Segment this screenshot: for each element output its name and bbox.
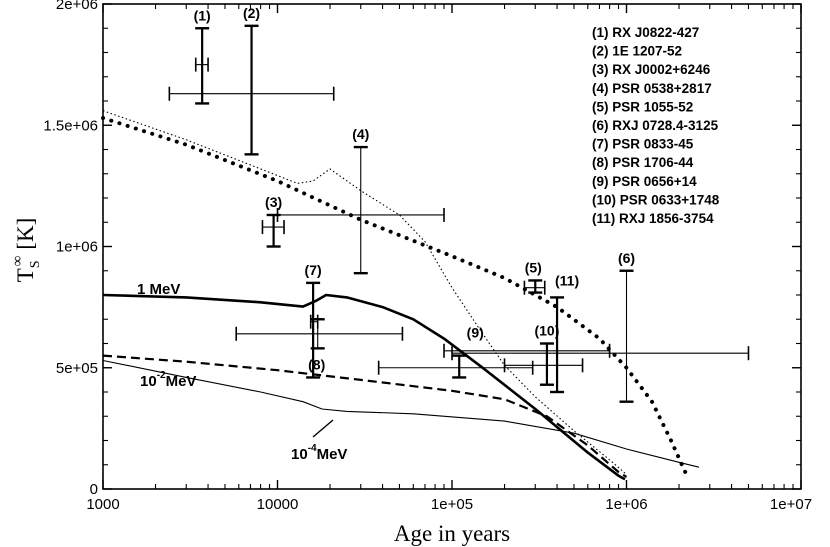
y-axis-title-subscript: S [28, 260, 43, 268]
x-tick-label: 10000 [257, 496, 299, 513]
data-point-label: (11) [555, 272, 579, 288]
y-tick-label: 0 [90, 481, 98, 498]
y-axis-title-symbol: T [13, 268, 38, 282]
legend-entry: (8) PSR 1706-44 [592, 155, 694, 170]
data-point-label: (10) [534, 323, 559, 339]
curve-label-1mev: 1 MeV [137, 281, 180, 298]
y-tick-label: 1e+06 [56, 239, 98, 256]
data-point-label: (5) [525, 259, 542, 275]
curve-dots [101, 116, 689, 477]
curve-label-1e-2mev-exp: -2 [157, 370, 166, 381]
data-point-9: (9) [377, 325, 534, 379]
curve-label-1e-2mev-unit: MeV [166, 373, 197, 390]
legend-entry: (2) 1E 1207-52 [592, 44, 682, 59]
y-axis-title-unit: [K] [13, 218, 38, 250]
legend-entry: (1) RX J0822-427 [592, 25, 699, 40]
ticks-layer: 1000 10000 1e+05 1e+06 1e+07 0 5e+05 1e+06 1.5e+… [43, 0, 812, 513]
y-tick-label: 5e+05 [56, 360, 98, 377]
legend-entry: (11) RXJ 1856-3754 [592, 211, 714, 226]
data-point-label: (2) [243, 5, 260, 21]
data-point-label: (7) [305, 262, 322, 278]
curve-label-1e-4mev-pointer [312, 419, 334, 438]
x-tick-label: 1000 [86, 496, 119, 513]
legend-entry: (10) PSR 0633+1748 [592, 192, 720, 207]
y-axis-title: TS∞ [K] [10, 218, 43, 283]
y-tick-label: 2e+06 [56, 0, 98, 13]
curve-label-1e-4mev-exp: -4 [308, 443, 317, 454]
data-point-label: (6) [618, 250, 635, 266]
x-axis-title: Age in years [394, 521, 510, 546]
data-point-label: (4) [352, 126, 369, 142]
svg-text:TS∞[K]: TS∞ [K] [10, 218, 43, 283]
data-point-1: (1) [194, 7, 211, 105]
data-point-3: (3) [261, 194, 285, 248]
y-tick-label: 1.5e+06 [43, 117, 98, 134]
data-point-6: (6) [451, 250, 750, 403]
data-point-label: (3) [265, 194, 282, 210]
curve-thick [102, 293, 626, 481]
curve-label-1e-4mev-unit: MeV [317, 446, 348, 463]
legend: (1) RX J0822-427 (2) 1E 1207-52 (3) RX J00… [592, 25, 720, 226]
legend-entry: (5) PSR 1055-52 [592, 99, 693, 114]
data-point-4: (4) [276, 126, 445, 275]
data-point-2: (2) [168, 5, 335, 156]
legend-entry: (4) PSR 0538+2817 [592, 81, 712, 96]
curve-thin [102, 359, 700, 468]
legend-entry: (3) RX J0002+6246 [592, 62, 711, 77]
data-point-11: (11) [443, 272, 611, 394]
data-points-layer: (1) (2) (3) (4) (5) (6) (7) (8) (9) (10) (11) [168, 5, 750, 403]
data-point-label: (9) [467, 325, 484, 341]
x-tick-label: 1e+07 [770, 496, 812, 513]
curve-dashed [102, 354, 628, 478]
legend-entry: (9) PSR 0656+14 [592, 174, 697, 189]
data-point-7: (7) [305, 262, 322, 379]
curve-label-1e-2mev: 10-2MeV [140, 370, 196, 390]
data-point-label: (1) [194, 7, 211, 23]
curve-label-1e-2mev-base: 10 [140, 373, 157, 390]
curve-label-1e-4mev: 10-4MeV [291, 443, 347, 463]
legend-entry: (7) PSR 0833-45 [592, 137, 694, 152]
y-axis-title-superscript: ∞ [10, 256, 26, 267]
legend-entry: (6) RXJ 0728.4-3125 [592, 118, 719, 133]
curve-dotted [102, 110, 627, 475]
data-point-5: (5) [523, 259, 546, 295]
data-point-8: (8) [235, 318, 404, 372]
data-point-label: (8) [308, 356, 325, 372]
x-tick-label: 1e+06 [605, 496, 647, 513]
curve-label-1e-4mev-base: 10 [291, 446, 308, 463]
x-tick-label: 1e+05 [431, 496, 473, 513]
